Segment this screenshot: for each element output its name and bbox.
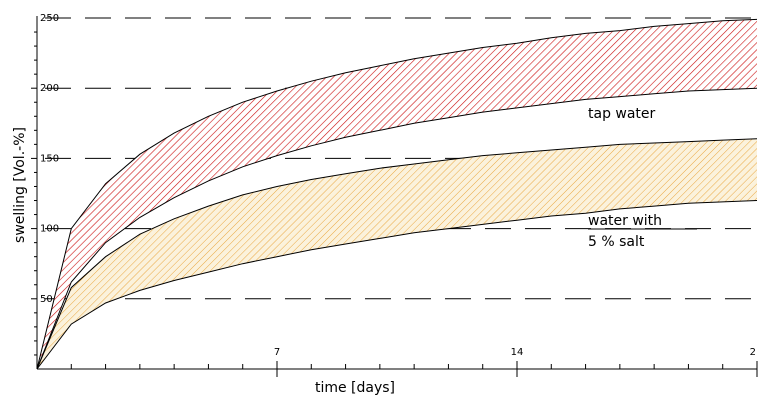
x-tick-label: 2: [750, 347, 756, 358]
x-tick-label: 7: [274, 347, 280, 358]
band-lower-line-tap-water: [36, 87, 758, 370]
series-label-tap-water: tap water: [588, 106, 656, 122]
axes: [36, 16, 757, 370]
series-label-salt-line-1: water with: [588, 213, 662, 229]
y-tick-label: 100: [40, 224, 59, 235]
y-axis-label: swelling [Vol.-%]: [12, 127, 28, 243]
band-upper-line-salt-water: [36, 138, 758, 370]
series-label-salt-line-2: 5 % salt: [588, 234, 645, 250]
tick-marks: 7 14 2: [31, 31, 758, 377]
x-tick-label: 14: [511, 347, 524, 358]
gridlines: 50 100 150 200 250: [40, 13, 757, 305]
y-tick-label: 50: [40, 294, 53, 305]
y-tick-label: 150: [40, 153, 59, 164]
x-axis-label: time [days]: [315, 380, 395, 396]
y-tick-label: 200: [40, 83, 59, 94]
band-upper-line-tap-water: [36, 18, 758, 370]
y-tick-label: 250: [40, 13, 59, 24]
band-fill-salt-water: [37, 138, 757, 369]
band-lower-line-salt-water: [36, 200, 758, 370]
data-bands: [36, 18, 758, 370]
